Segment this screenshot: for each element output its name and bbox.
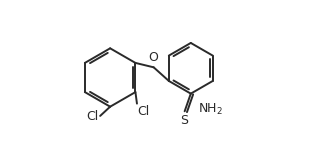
Text: NH$_2$: NH$_2$: [198, 102, 223, 117]
Text: Cl: Cl: [138, 105, 150, 118]
Text: O: O: [149, 51, 159, 64]
Text: Cl: Cl: [86, 110, 99, 123]
Text: S: S: [180, 114, 188, 127]
